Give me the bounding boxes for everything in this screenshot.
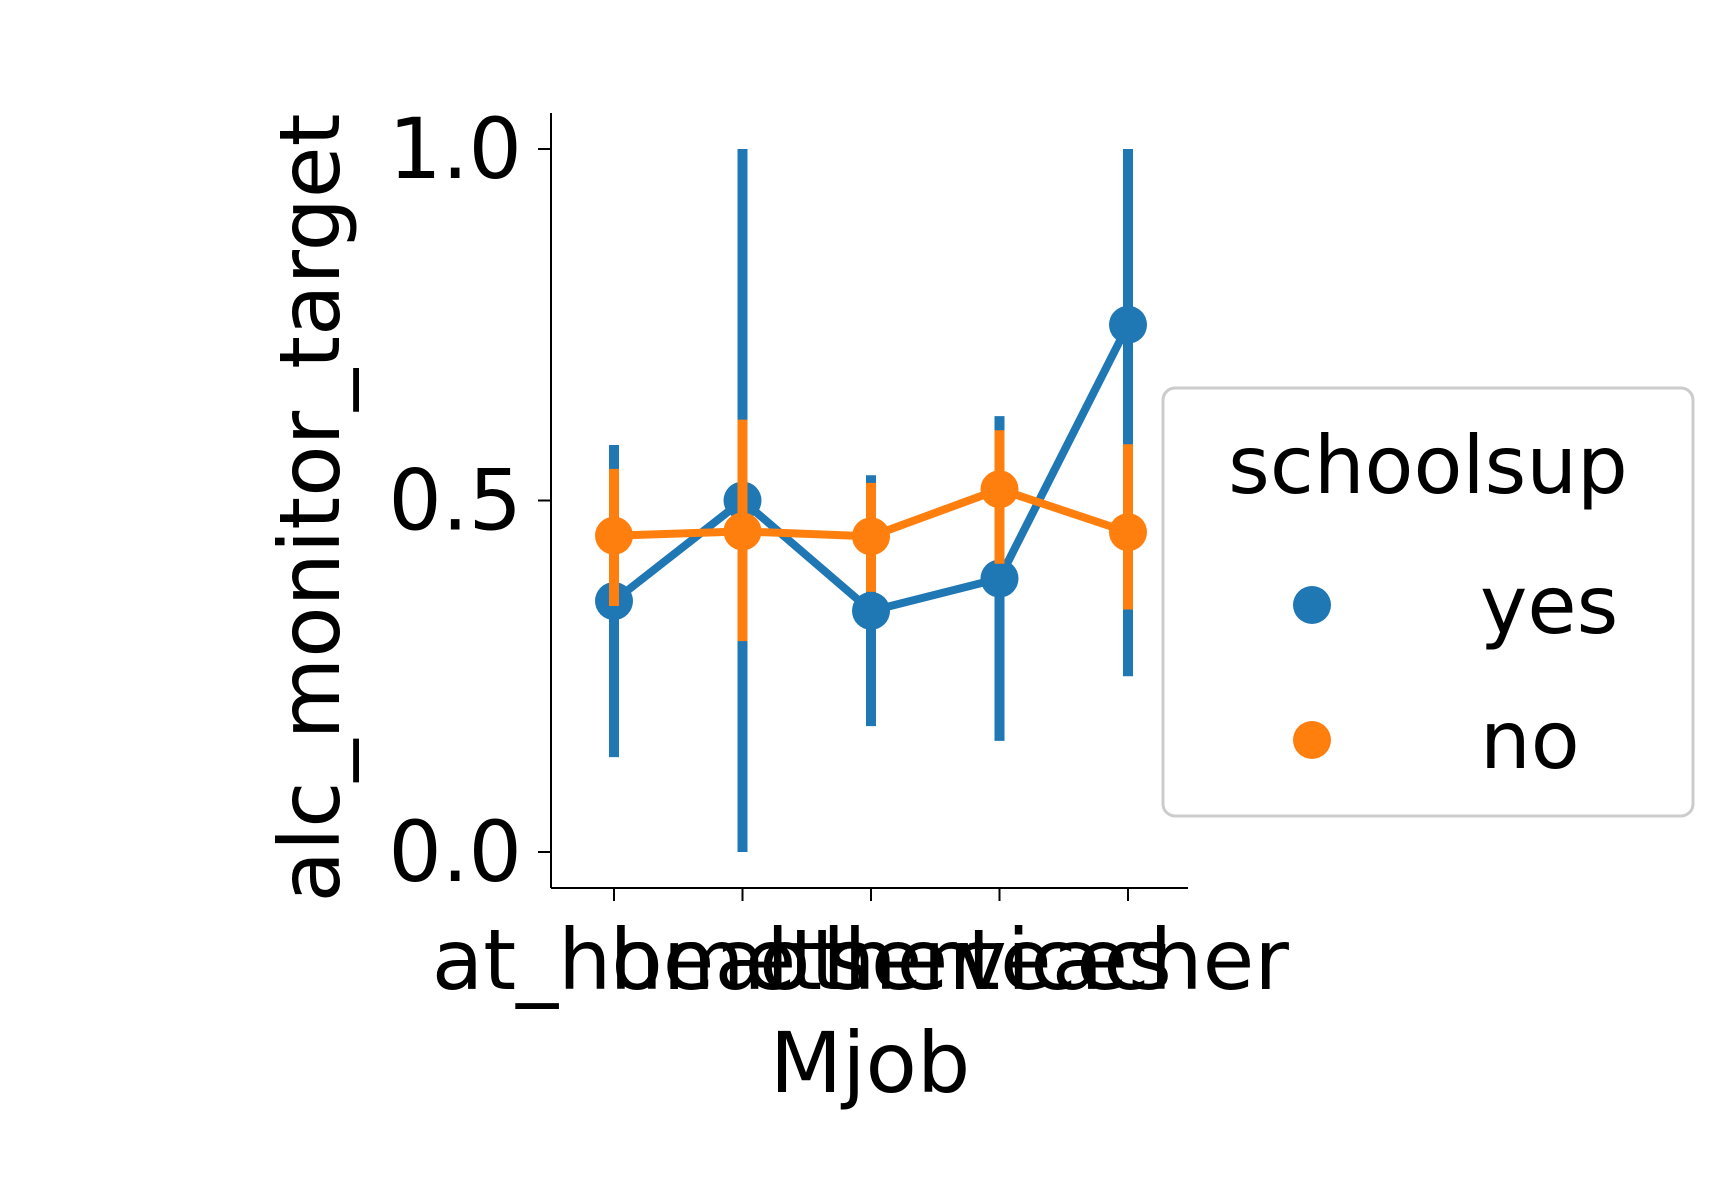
x-tick-label: health [610, 911, 876, 1009]
legend-marker-no [1293, 721, 1331, 759]
x-tick-label: other [759, 911, 983, 1009]
legend-label-yes: yes [1480, 559, 1618, 652]
x-tick-label: services [827, 911, 1172, 1009]
y-tick-label: 1.0 [388, 100, 522, 198]
data-point [723, 512, 762, 551]
series-no [595, 419, 1147, 642]
data-point [980, 559, 1019, 598]
data-point [1109, 513, 1147, 552]
data-point [980, 470, 1019, 509]
x-axis-title: Mjob [770, 1014, 971, 1112]
data-point [852, 517, 890, 556]
plot-area [595, 149, 1147, 852]
y-axis-title: alc_monitor_target [261, 113, 359, 902]
x-tick-label: teacher [967, 911, 1289, 1009]
legend-frame [1161, 386, 1695, 818]
legend: schoolsup yes no [1161, 386, 1695, 818]
y-tick-label: 0.0 [388, 803, 522, 901]
data-point [595, 516, 633, 555]
legend-label-no: no [1480, 694, 1580, 787]
data-point [852, 591, 890, 630]
y-tick-label: 0.5 [388, 452, 522, 550]
legend-title: schoolsup [1228, 419, 1628, 512]
x-tick-label: at_home [432, 911, 797, 1009]
legend-items: yes no [1293, 559, 1618, 787]
y-ticks: 0.0 0.5 1.0 [388, 100, 551, 901]
legend-marker-yes [1293, 586, 1331, 624]
data-point [1109, 305, 1147, 344]
